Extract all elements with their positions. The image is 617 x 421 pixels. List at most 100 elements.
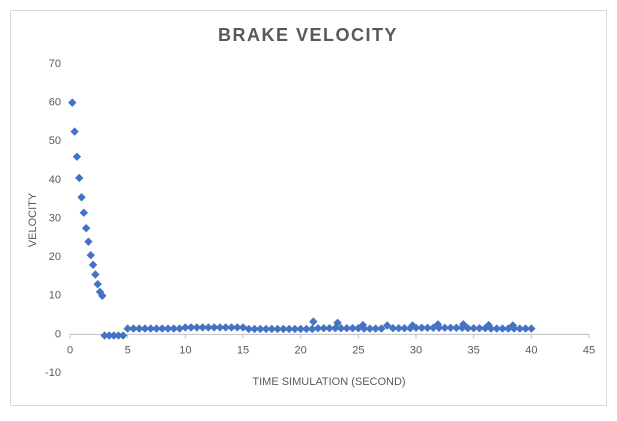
marker: [91, 270, 100, 279]
chart-border: [10, 10, 607, 406]
marker: [319, 323, 328, 333]
marker: [273, 324, 282, 334]
marker: [215, 323, 225, 332]
marker: [388, 323, 398, 333]
x-tick-label: 20: [295, 344, 307, 356]
marker: [261, 324, 271, 334]
marker: [100, 331, 109, 340]
marker: [423, 323, 432, 333]
marker: [175, 324, 184, 333]
marker: [81, 223, 91, 233]
marker: [371, 324, 380, 333]
marker: [475, 323, 484, 333]
marker: [309, 317, 318, 326]
marker: [93, 279, 102, 289]
marker: [129, 324, 138, 333]
marker: [186, 323, 196, 332]
marker: [256, 324, 265, 334]
marker: [163, 324, 173, 333]
marker: [302, 324, 311, 334]
marker: [244, 324, 253, 334]
marker: [509, 324, 519, 333]
marker: [204, 323, 213, 332]
marker: [198, 323, 207, 332]
marker: [68, 98, 77, 107]
marker: [492, 324, 501, 333]
marker: [411, 323, 421, 333]
marker: [267, 324, 277, 334]
marker: [365, 324, 375, 333]
marker: [88, 260, 98, 270]
marker: [238, 323, 248, 332]
x-tick-label: 5: [125, 344, 131, 356]
y-tick-label: 20: [49, 251, 61, 263]
marker: [192, 323, 202, 332]
marker: [400, 323, 409, 333]
x-tick-label: 35: [468, 344, 480, 356]
chart-title: BRAKE VELOCITY: [218, 25, 398, 45]
marker: [109, 331, 119, 340]
y-axis-label: VELOCITY: [27, 192, 39, 247]
marker: [146, 324, 155, 333]
marker: [290, 324, 300, 334]
marker: [105, 331, 114, 340]
y-tick-label: 50: [49, 135, 61, 147]
marker: [84, 237, 93, 246]
marker: [527, 324, 536, 333]
marker: [233, 323, 242, 332]
marker: [135, 324, 144, 333]
x-axis-label: TIME SIMULATION (SECOND): [252, 376, 405, 388]
x-tick-label: 10: [179, 344, 191, 356]
marker: [158, 324, 167, 333]
marker: [394, 323, 403, 333]
marker: [140, 324, 150, 333]
marker: [336, 323, 346, 333]
marker: [308, 324, 317, 334]
marker: [452, 323, 461, 333]
marker: [227, 323, 236, 332]
marker: [169, 324, 178, 333]
marker: [284, 324, 294, 334]
marker: [463, 323, 473, 333]
marker: [434, 323, 444, 333]
x-tick-label: 25: [352, 344, 364, 356]
marker: [313, 323, 323, 333]
marker: [440, 323, 450, 333]
x-tick-label: 0: [67, 344, 73, 356]
marker: [72, 152, 82, 161]
y-tick-label: 40: [49, 174, 61, 186]
marker: [498, 324, 507, 333]
marker: [342, 323, 351, 333]
marker: [75, 173, 84, 183]
y-tick-label: -10: [45, 367, 61, 379]
marker: [279, 324, 288, 334]
marker: [333, 318, 342, 327]
y-tick-label: 10: [49, 290, 61, 302]
y-tick-label: 70: [49, 58, 61, 70]
marker: [469, 323, 478, 333]
marker: [70, 127, 79, 136]
marker: [181, 323, 190, 332]
x-tick-label: 15: [237, 344, 249, 356]
marker: [98, 291, 107, 300]
marker: [123, 324, 132, 333]
x-tick-label: 30: [410, 344, 422, 356]
marker: [250, 324, 259, 334]
marker: [515, 324, 524, 333]
marker: [77, 193, 86, 202]
marker: [296, 324, 305, 334]
marker: [86, 250, 95, 260]
y-tick-label: 30: [49, 212, 61, 224]
y-tick-label: 0: [55, 328, 61, 340]
marker: [114, 331, 123, 340]
marker: [209, 323, 219, 332]
marker: [152, 324, 161, 333]
marker: [446, 323, 455, 333]
marker: [348, 323, 357, 333]
marker: [79, 208, 89, 217]
marker: [221, 323, 230, 332]
marker: [382, 321, 392, 330]
x-tick-label: 45: [583, 344, 595, 356]
marker: [118, 331, 128, 340]
